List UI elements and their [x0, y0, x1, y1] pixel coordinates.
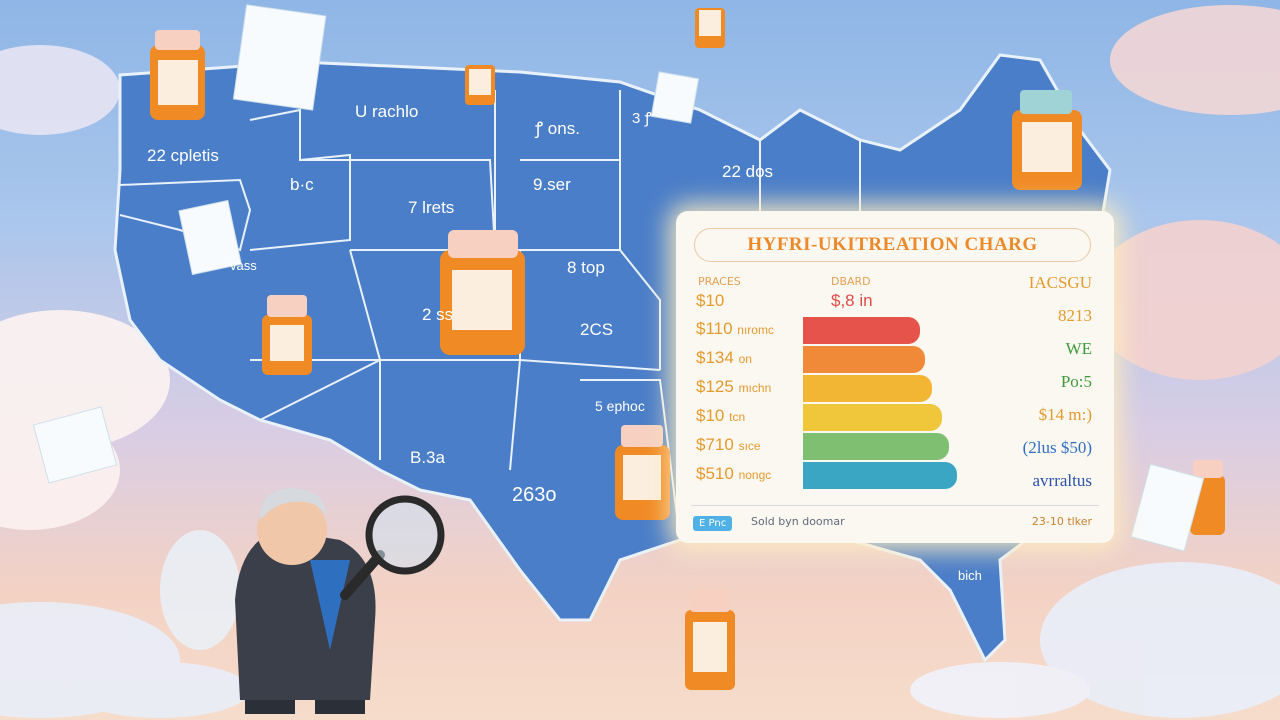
right-label: Po:5 — [1060, 372, 1092, 391]
chart-bar — [803, 433, 950, 460]
pill-bottle-icons — [150, 8, 1225, 690]
map-label: bich — [958, 568, 982, 583]
map-label: 2CS — [580, 320, 614, 339]
row-label: $10 tcn — [696, 406, 745, 426]
right-label: 8213 — [1058, 306, 1092, 325]
right-label: WE — [1065, 339, 1092, 358]
row-price: $510 — [696, 464, 734, 483]
row-suffix: sıce — [738, 439, 761, 453]
row-price: $134 — [696, 348, 734, 367]
row-price: $710 — [696, 435, 734, 454]
row-price: $10 — [696, 406, 725, 425]
footer-divider — [691, 505, 1099, 506]
chart-bar — [803, 375, 933, 402]
row-label: $134 on — [696, 348, 752, 368]
chart-bar — [803, 404, 942, 431]
row-label: $125 mıchn — [696, 377, 771, 397]
map-label: b·c — [290, 175, 314, 194]
map-label: 22 cpletis — [147, 146, 219, 165]
row-label: $510 nongc — [696, 464, 771, 484]
chart-bar — [803, 346, 925, 373]
right-label: IACSGU — [1028, 273, 1092, 292]
top-board-value: $,8 in — [831, 291, 873, 310]
map-label: U rachlo — [355, 102, 419, 121]
row-suffix: tcn — [729, 410, 746, 424]
row-suffix: on — [738, 352, 752, 366]
right-label: avrraltus — [1032, 471, 1092, 490]
footer-badge: E Pnc — [693, 516, 733, 531]
map-label: 2 ss — [422, 305, 454, 324]
map-label: 5 ephoc — [595, 398, 645, 414]
document-icons — [32, 4, 1205, 552]
top-price: $10 — [696, 291, 725, 310]
row-suffix: mıchn — [738, 381, 772, 395]
map-label: vass — [230, 258, 257, 273]
footer-note: 23-10 tlker — [1031, 515, 1092, 528]
right-label: $14 m:) — [1038, 405, 1092, 424]
chart-bar — [803, 462, 957, 489]
row-suffix: nıromc — [737, 323, 774, 337]
row-label: $710 sıce — [696, 435, 761, 455]
clouds — [0, 5, 1280, 718]
map-label: 22 dos — [722, 162, 774, 181]
chart-bar — [803, 317, 921, 344]
price-chart-card: HYFRI-UKITREATION CHARG PRACES DBARD $10… — [676, 211, 1114, 543]
prices-header: PRACES — [698, 275, 741, 288]
chart-title: HYFRI-UKITREATION CHARG — [694, 228, 1091, 262]
row-suffix: nongc — [738, 468, 772, 482]
row-label: $110 nıromc — [696, 319, 774, 339]
right-label: (2lus $50) — [1022, 438, 1092, 457]
map-label: 9.ser — [533, 175, 571, 194]
row-price: $110 — [696, 319, 733, 338]
map-label: 3 ꝭ — [632, 110, 652, 127]
board-header: DBARD — [831, 275, 871, 288]
map-label: ꝭ ons. — [535, 119, 580, 138]
footer-source: Sold byn doomar — [751, 515, 845, 528]
map-label: 7 lrets — [408, 198, 455, 217]
row-price: $125 — [696, 377, 734, 396]
map-label: 8 top — [567, 258, 605, 277]
map-label: B.3a — [410, 448, 445, 467]
map-label: 263o — [512, 484, 557, 506]
man-with-magnifier — [160, 488, 445, 714]
